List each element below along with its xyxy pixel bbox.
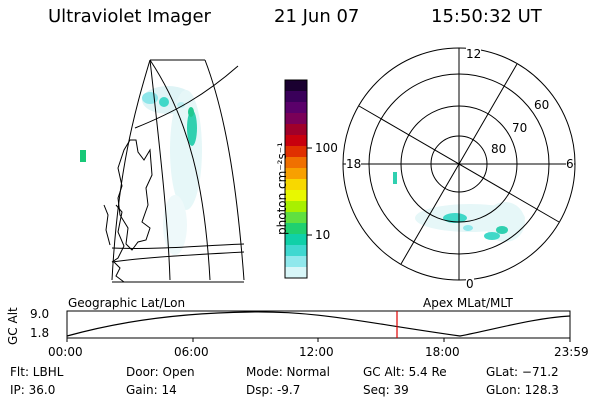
mlat-label-70: 70 xyxy=(512,121,528,135)
mlt-label-0: 0 xyxy=(466,277,474,291)
geo-aurora-glow xyxy=(80,86,202,255)
colorbar-cell xyxy=(285,168,307,180)
colorbar-cell xyxy=(285,245,307,257)
y-tick-9: 9.0 xyxy=(30,307,50,321)
geo-parallel-2 xyxy=(111,243,245,249)
polar-plot xyxy=(342,47,576,281)
mlt-label-18: 18 xyxy=(346,157,362,171)
colorbar-cell xyxy=(285,80,307,92)
date-label: 21 Jun 07 xyxy=(274,6,360,27)
x-label-2359: 23:59 xyxy=(554,345,589,359)
glat-info: GLat: −71.2 xyxy=(486,365,559,379)
mlt-label-12: 12 xyxy=(466,47,482,61)
x-label-0600: 06:00 xyxy=(174,345,209,359)
geo-meridian-mid xyxy=(149,59,211,281)
mlat-label-60: 60 xyxy=(534,98,550,112)
geo-coastline-1 xyxy=(117,139,153,251)
colorbar-cell xyxy=(285,234,307,246)
door-info: Door: Open xyxy=(126,365,195,379)
geo-meridian-right xyxy=(204,59,245,281)
colorbar-cell xyxy=(285,267,307,279)
y-tick-1-8: 1.8 xyxy=(30,326,50,340)
colorbar-cells xyxy=(285,80,307,279)
colorbar-cell xyxy=(285,91,307,103)
time-label: 15:50:32 UT xyxy=(431,6,542,27)
instrument-title: Ultraviolet Imager xyxy=(48,6,211,27)
x-label-1200: 12:00 xyxy=(299,345,334,359)
colorbar-cell xyxy=(285,223,307,235)
colorbar-cell xyxy=(285,212,307,224)
geographic-map xyxy=(80,59,245,283)
polar-axis-diagonal-2 xyxy=(358,105,560,223)
mode-info: Mode: Normal xyxy=(246,365,330,379)
colorbar-label-100: 100 xyxy=(315,141,338,155)
ip-info: IP: 36.0 xyxy=(10,383,56,397)
colorbar-frame xyxy=(284,79,308,279)
gc-alt-info: GC Alt: 5.4 Re xyxy=(363,365,447,379)
glon-info: GLon: 128.3 xyxy=(486,383,559,397)
polar-aurora xyxy=(393,172,525,242)
mlat-label-80: 80 xyxy=(491,142,507,156)
colorbar-cell xyxy=(285,135,307,147)
colorbar-cell xyxy=(285,201,307,213)
gain-info: Gain: 14 xyxy=(126,383,177,397)
colorbar-cell xyxy=(285,190,307,202)
colorbar-label-10: 10 xyxy=(315,228,331,242)
geo-parallel-3 xyxy=(111,251,245,263)
geo-coastline-3 xyxy=(113,261,125,283)
geographic-caption: Geographic Lat/Lon xyxy=(68,296,186,310)
geo-coastline-4 xyxy=(103,204,111,246)
colorbar-cell xyxy=(285,179,307,191)
geo-coastline-2 xyxy=(111,204,125,263)
seq-info: Seq: 39 xyxy=(363,383,409,397)
geo-meridian-inner xyxy=(149,59,171,281)
x-label-0000: 00:00 xyxy=(48,345,83,359)
colorbar-cell xyxy=(285,124,307,136)
mlt-label-6: 6 xyxy=(566,157,574,171)
x-label-1800: 18:00 xyxy=(425,345,460,359)
colorbar-cell xyxy=(285,102,307,114)
apex-caption: Apex MLat/MLT xyxy=(423,296,513,310)
timeline-plot xyxy=(66,310,571,342)
altitude-curve xyxy=(66,311,571,337)
colorbar-cell xyxy=(285,256,307,268)
colorbar xyxy=(284,79,312,279)
colorbar-cell xyxy=(285,146,307,158)
colorbar-cell xyxy=(285,157,307,169)
colorbar-cell xyxy=(285,113,307,125)
timeline-y-label: GC Alt xyxy=(6,307,20,345)
geo-parallel-1 xyxy=(134,65,239,129)
dsp-info: Dsp: -9.7 xyxy=(246,383,301,397)
filter-info: Flt: LBHL xyxy=(10,365,64,379)
colorbar-unit-label: photon cm⁻²s⁻¹ xyxy=(275,142,289,235)
geo-limb-left xyxy=(111,59,151,281)
